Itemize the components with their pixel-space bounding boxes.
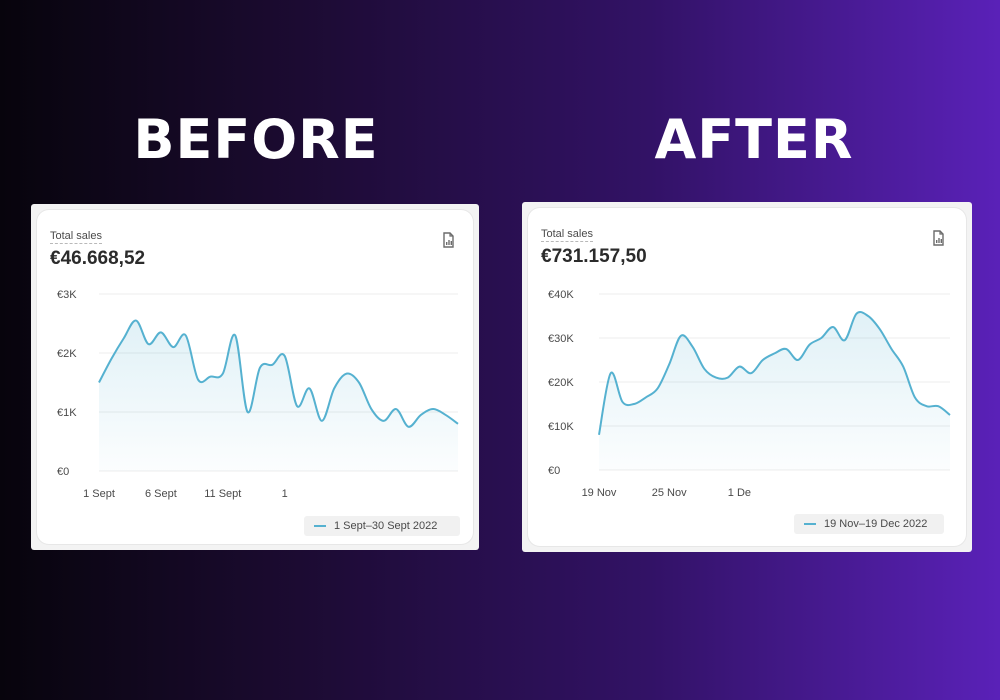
export-report-icon[interactable]	[928, 228, 948, 248]
total-sales-value: €46.668,52	[50, 248, 146, 269]
total-sales-card: Total sales €46.668,52 €0 €1K €2K €3K 1 Sept…	[37, 210, 473, 544]
y-tick-label: €30K	[548, 333, 574, 345]
date-range-legend[interactable]: 19 Nov–19 Dec 2022	[794, 514, 944, 534]
y-tick-label: €3K	[57, 289, 77, 301]
legend-label: 19 Nov–19 Dec 2022	[824, 518, 928, 530]
x-tick-label: 1 Sept	[83, 488, 115, 500]
legend-line-swatch	[314, 525, 326, 527]
export-report-icon[interactable]	[438, 230, 458, 250]
legend-label: 1 Sept–30 Sept 2022	[334, 520, 438, 532]
card-title[interactable]: Total sales	[50, 230, 102, 244]
card-title[interactable]: Total sales	[541, 228, 593, 242]
after-heading: AFTER	[654, 108, 854, 171]
series-area	[599, 312, 950, 470]
legend-line-swatch	[804, 523, 816, 525]
x-tick-label: 1 De	[728, 487, 751, 499]
x-tick-label: 1	[282, 488, 288, 500]
series-line	[98, 319, 459, 428]
after-screenshot-panel: Total sales €731.157,50 €0 €10K €20K €30K €4…	[522, 202, 972, 552]
y-tick-label: €1K	[57, 407, 77, 419]
x-tick-label: 19 Nov	[582, 487, 617, 499]
series-area	[99, 320, 458, 471]
x-tick-label: 11 Sept	[204, 488, 241, 500]
y-tick-label: €0	[57, 466, 69, 478]
x-tick-label: 6 Sept	[145, 488, 177, 500]
before-screenshot-panel: Total sales €46.668,52 €0 €1K €2K €3K 1 Sept…	[31, 204, 479, 550]
y-tick-label: €10K	[548, 421, 574, 433]
x-tick-label: 25 Nov	[652, 487, 687, 499]
sales-chart: €0 €10K €20K €30K €40K 19 Nov 25 Nov 1 De	[548, 289, 951, 499]
sales-chart: €0 €1K €2K €3K 1 Sept 6 Sept 11 Sept 1	[57, 289, 459, 500]
date-range-legend[interactable]: 1 Sept–30 Sept 2022	[304, 516, 460, 536]
total-sales-card: Total sales €731.157,50 €0 €10K €20K €30K €4…	[528, 208, 966, 546]
y-tick-label: €40K	[548, 289, 574, 301]
before-heading: BEFORE	[133, 108, 379, 171]
series-line	[598, 311, 951, 435]
y-tick-label: €2K	[57, 348, 77, 360]
total-sales-value: €731.157,50	[541, 246, 647, 267]
y-tick-label: €20K	[548, 377, 574, 389]
y-tick-label: €0	[548, 465, 560, 477]
